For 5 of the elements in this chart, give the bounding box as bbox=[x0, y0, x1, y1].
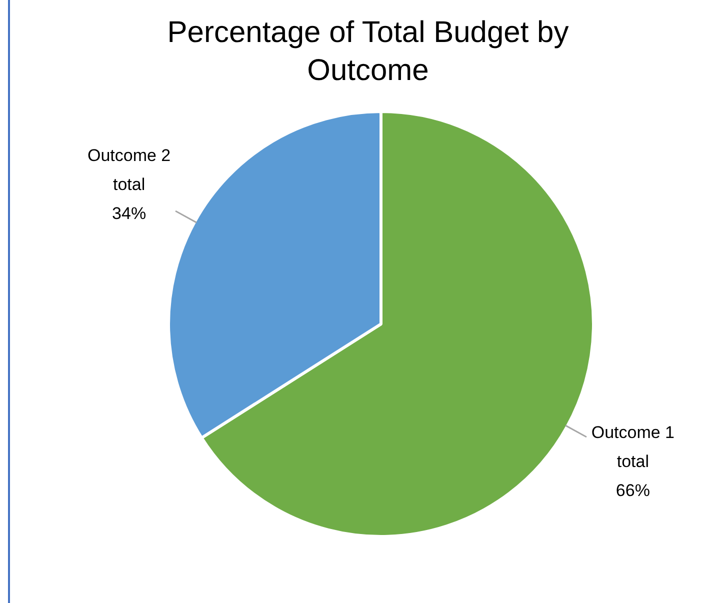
data-label: 34% bbox=[112, 204, 146, 224]
slice-label: Outcome 1 total bbox=[591, 423, 675, 472]
slice-label: Outcome 2 total bbox=[87, 146, 171, 194]
chart-title: Percentage of Total Budget by Outcome bbox=[166, 15, 570, 89]
data-label: 66% bbox=[616, 481, 650, 500]
